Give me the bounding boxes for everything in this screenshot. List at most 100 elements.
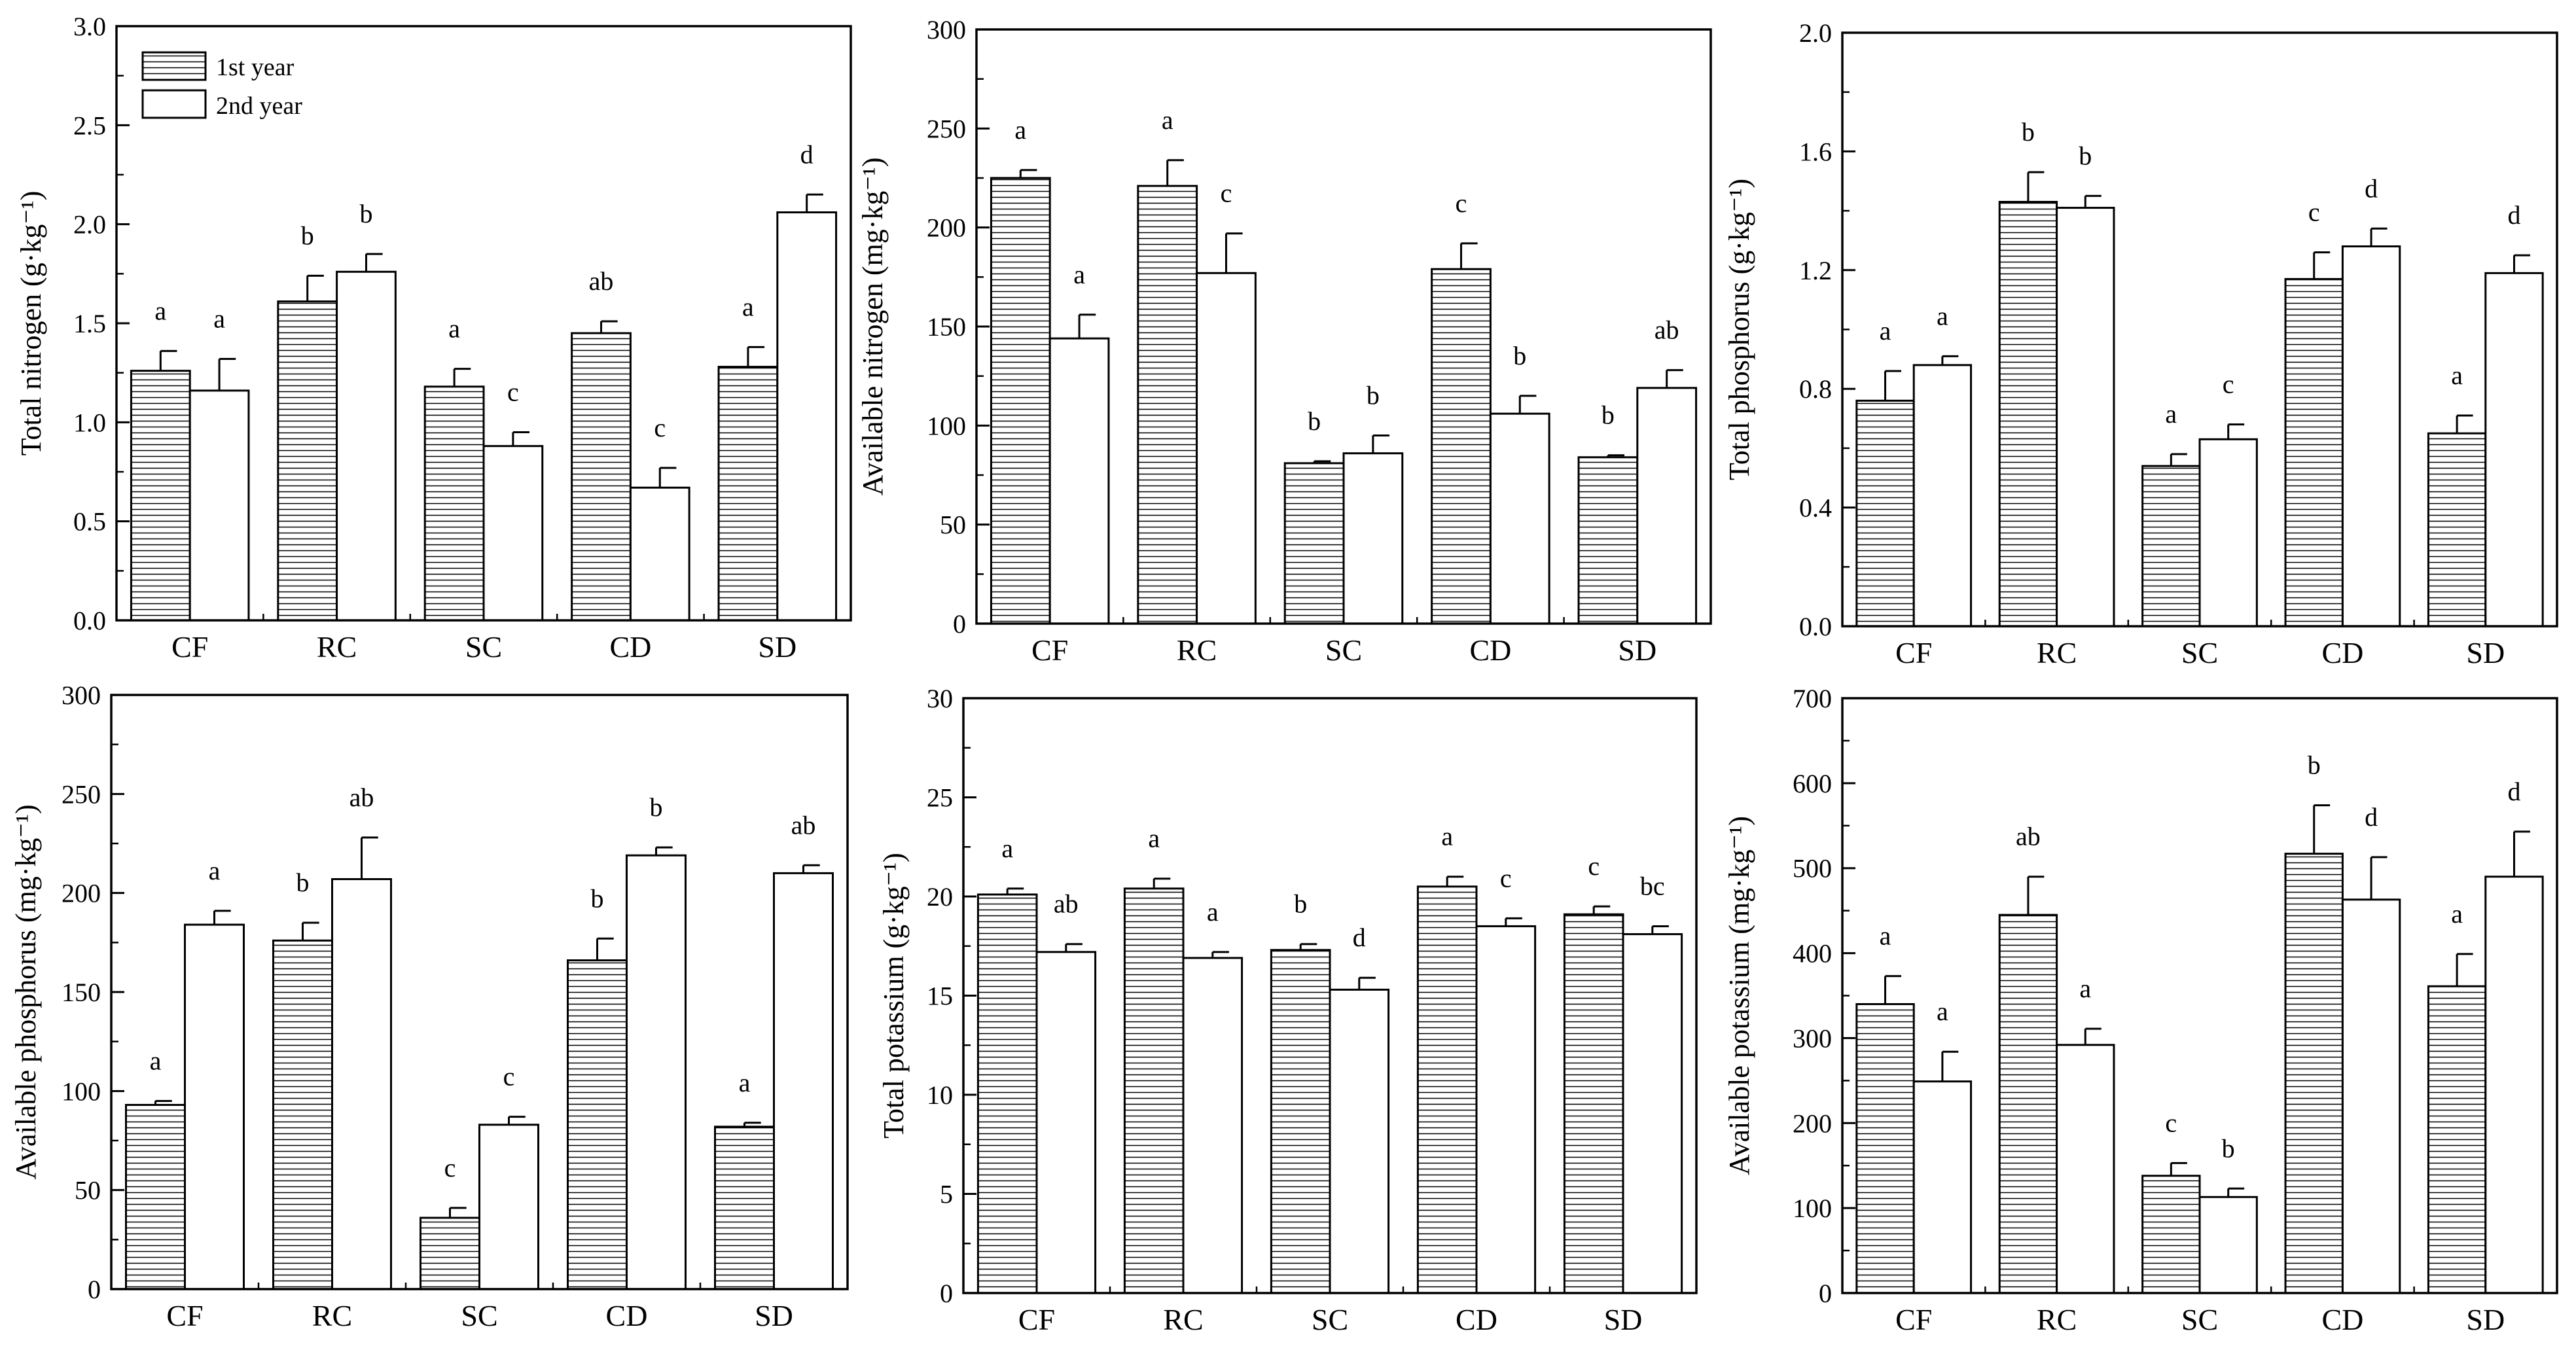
bar-cd-2nd-year [1489, 412, 1550, 625]
significance-label-sd-1st-year: a [742, 292, 754, 321]
significance-label-sc-2nd-year: c [507, 377, 519, 406]
significance-label-sc-1st-year: b [1294, 889, 1307, 919]
significance-label-sd-2nd-year: d [800, 139, 814, 169]
significance-label-sc-1st-year: a [2165, 399, 2177, 429]
category-label-rc: RC [1177, 633, 1217, 667]
category-label-sd: SD [1604, 1303, 1643, 1336]
y-tick-label: 300 [927, 15, 966, 44]
bar-cd-1st-year [2284, 853, 2344, 1294]
y-tick-label: 2.0 [1799, 18, 1832, 48]
chart-panel-3: 0.0 0.4 0.8 1.2 1.6 2.0 CF a a RC b b SC a c CD c d SD a d To… [1723, 18, 2558, 669]
bar-sc-1st-year [2141, 1175, 2201, 1294]
y-tick-label: 0.0 [73, 606, 106, 635]
significance-label-cd-2nd-year: d [2365, 802, 2378, 832]
significance-label-rc-2nd-year: ab [349, 783, 374, 812]
y-tick-label: 0 [88, 1275, 101, 1304]
bar-rc-2nd-year [336, 270, 397, 622]
bar-sd-1st-year [2427, 985, 2487, 1294]
significance-label-cf-2nd-year: ab [1054, 889, 1079, 919]
y-tick-label: 0 [953, 609, 966, 639]
significance-label-cd-1st-year: c [1456, 188, 1467, 218]
significance-label-rc-1st-year: b [301, 221, 314, 250]
significance-label-sc-2nd-year: c [2223, 370, 2234, 399]
y-tick-label: 200 [927, 213, 966, 243]
bar-cf-2nd-year [1912, 364, 1973, 628]
significance-label-cd-2nd-year: b [1513, 341, 1526, 370]
bar-rc-1st-year [1998, 913, 2058, 1294]
significance-label-cd-1st-year: ab [589, 266, 614, 296]
y-tick-label: 250 [62, 779, 101, 809]
y-tick-label: 100 [1793, 1194, 1832, 1223]
y-tick-label: 0 [940, 1279, 953, 1308]
y-tick-label: 1.2 [1799, 256, 1832, 285]
bar-sc-1st-year [1283, 462, 1345, 625]
significance-label-sd-1st-year: a [2451, 899, 2463, 929]
bar-sc-2nd-year [2198, 438, 2258, 628]
bar-cd-2nd-year [2341, 245, 2401, 628]
bar-cf-1st-year [990, 177, 1051, 625]
category-label-cf: CF [166, 1299, 203, 1332]
significance-label-sd-1st-year: a [2451, 361, 2463, 390]
bar-rc-2nd-year [2056, 1044, 2115, 1294]
significance-label-cf-2nd-year: a [1937, 301, 1948, 330]
bar-sd-1st-year [714, 1126, 775, 1290]
significance-label-cf-1st-year: a [1880, 316, 1891, 346]
category-label-rc: RC [317, 630, 357, 664]
y-tick-label: 1.0 [73, 408, 106, 437]
bar-sd-2nd-year [776, 211, 838, 622]
bar-rc-2nd-year [331, 878, 392, 1290]
bar-cf-1st-year [130, 370, 191, 622]
category-label-sd: SD [2466, 1303, 2505, 1336]
y-tick-label: 200 [1793, 1109, 1832, 1138]
significance-label-sd-2nd-year: bc [1640, 871, 1665, 900]
chart-panel-4: 0 50 100 150 200 250 300 CF a a RC b ab SC c c CD b b SD a ab… [10, 681, 849, 1332]
bar-sc-1st-year [1270, 949, 1331, 1294]
y-tick-label: 100 [62, 1076, 101, 1106]
significance-label-cf-1st-year: a [154, 296, 166, 325]
significance-label-cf-1st-year: a [1014, 115, 1026, 145]
significance-label-cd-1st-year: a [1441, 822, 1453, 851]
bar-cd-2nd-year [1475, 925, 1537, 1294]
significance-label-cf-1st-year: a [1880, 921, 1891, 951]
bar-cf-1st-year [1855, 1002, 1915, 1294]
bar-sc-2nd-year [1342, 452, 1404, 625]
y-tick-label: 10 [927, 1080, 953, 1110]
y-tick-label: 150 [927, 312, 966, 342]
significance-label-sc-2nd-year: c [503, 1062, 515, 1091]
y-tick-label: 0.8 [1799, 374, 1832, 404]
y-axis-title: Available nitrogen (mg·kg⁻¹) [857, 158, 889, 496]
category-label-rc: RC [312, 1299, 352, 1332]
bar-cf-1st-year [1855, 399, 1915, 628]
significance-label-sd-1st-year: c [1588, 851, 1600, 881]
y-tick-label: 15 [927, 982, 953, 1011]
significance-label-rc-2nd-year: a [2079, 974, 2091, 1003]
bar-rc-2nd-year [1196, 272, 1257, 625]
y-tick-label: 0.5 [73, 507, 106, 537]
bar-sd-1st-year [2427, 432, 2487, 628]
y-tick-label: 5 [940, 1180, 953, 1209]
category-label-rc: RC [2037, 1303, 2077, 1336]
significance-label-cd-1st-year: b [2308, 751, 2321, 780]
significance-label-cd-2nd-year: c [654, 413, 666, 442]
significance-label-cd-2nd-year: c [1500, 863, 1512, 893]
bar-sc-1st-year [420, 1216, 480, 1290]
category-label-sc: SC [2181, 1303, 2218, 1336]
significance-label-cd-2nd-year: b [650, 792, 663, 822]
category-label-cf: CF [1018, 1303, 1055, 1336]
significance-label-rc-2nd-year: b [2079, 141, 2092, 170]
bar-cf-1st-year [125, 1104, 186, 1290]
significance-label-cf-1st-year: a [150, 1046, 162, 1075]
bar-sd-1st-year [1577, 456, 1639, 625]
category-label-sc: SC [461, 1299, 497, 1332]
y-tick-label: 25 [927, 783, 953, 813]
category-label-sd: SD [758, 630, 796, 664]
y-tick-label: 100 [927, 411, 966, 440]
bar-sd-1st-year [1563, 913, 1624, 1294]
significance-label-sc-2nd-year: d [1353, 923, 1366, 952]
y-tick-label: 1.6 [1799, 137, 1832, 166]
category-label-sd: SD [755, 1299, 793, 1332]
legend-swatch-1st-year [141, 51, 207, 81]
plot-frame [1841, 697, 2558, 1294]
bar-cf-2nd-year [1912, 1080, 1973, 1294]
significance-label-rc-2nd-year: b [359, 199, 372, 228]
